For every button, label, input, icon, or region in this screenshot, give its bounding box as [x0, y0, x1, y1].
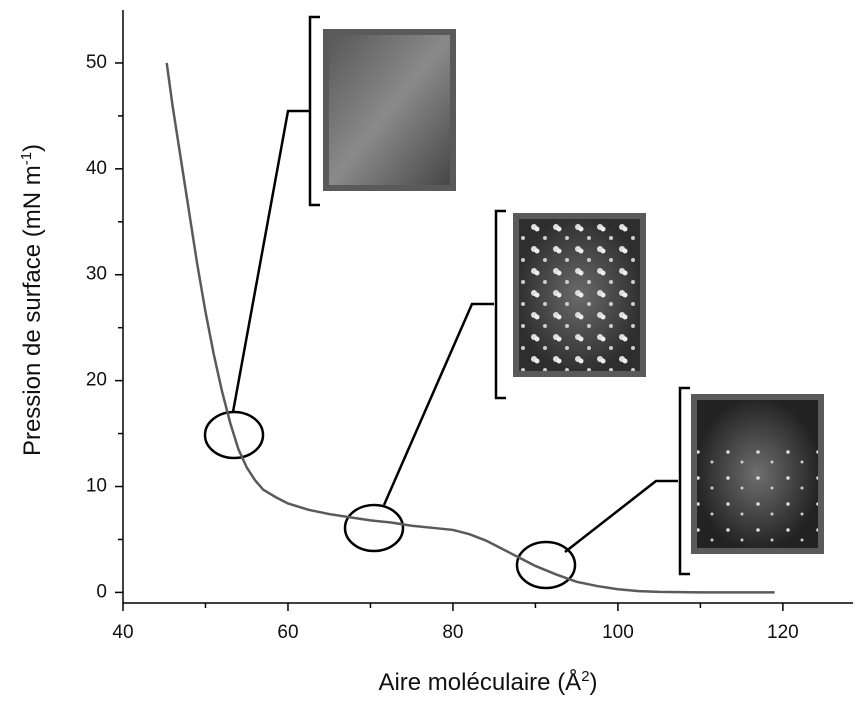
micrograph-domains	[519, 219, 640, 371]
y-tick-label: 40	[86, 158, 107, 179]
y-tick-label: 0	[96, 581, 107, 602]
y-axis-title: Pression de surface (mN m-1)	[18, 144, 46, 456]
micrographs	[323, 29, 824, 554]
x-axis-title-text: Aire moléculaire (Å	[378, 668, 581, 696]
y-axis-title-text: Pression de surface (mN m	[19, 165, 46, 456]
x-axis-title-end: )	[590, 669, 598, 696]
micrograph	[323, 29, 456, 191]
connector	[231, 109, 310, 413]
annotations	[203, 15, 690, 590]
y-tick-label: 30	[86, 264, 107, 285]
y-axis-title-end: )	[19, 144, 46, 152]
bracket	[678, 386, 690, 576]
connector	[564, 479, 678, 553]
highlight-ellipse	[515, 540, 577, 590]
y-tick-label: 50	[86, 52, 107, 73]
isotherm-line	[165, 62, 775, 594]
y-axis-title-sup: -1	[18, 152, 35, 165]
y-tick-label: 20	[86, 370, 107, 391]
y-tick-label: 10	[86, 476, 107, 497]
connector	[382, 302, 494, 506]
x-tick-label: 60	[277, 622, 298, 643]
bracket	[308, 15, 320, 207]
bracket	[494, 209, 506, 400]
x-tick-label: 120	[767, 622, 799, 643]
highlight-ellipse	[343, 503, 405, 553]
x-axis-title-sup: 2	[581, 668, 589, 685]
x-tick-label: 40	[112, 622, 133, 643]
micrograph-domains	[697, 440, 818, 548]
x-tick-label: 80	[442, 622, 463, 643]
x-tick-label: 100	[602, 622, 634, 643]
x-axis-title: Aire moléculaire (Å2)	[378, 668, 597, 696]
